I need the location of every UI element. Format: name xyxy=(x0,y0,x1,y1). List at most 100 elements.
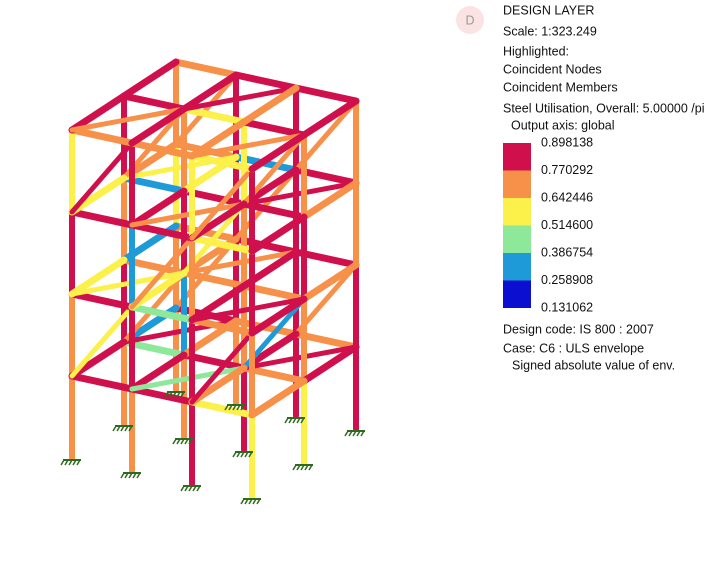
member xyxy=(181,249,299,276)
support-hatch xyxy=(296,417,301,424)
legend-label: 0.770292 xyxy=(541,163,593,177)
badge-letter: D xyxy=(465,13,474,27)
support-hatch xyxy=(136,472,141,479)
layer-badge[interactable] xyxy=(456,6,484,34)
member xyxy=(120,92,188,113)
support-hatch xyxy=(188,485,193,492)
layer-title: DESIGN LAYER xyxy=(503,3,594,17)
support-hatch xyxy=(68,459,73,466)
support-hatch xyxy=(236,451,241,458)
member xyxy=(292,84,360,105)
legend-label: 0.386754 xyxy=(541,245,593,259)
support-hatch xyxy=(256,498,261,505)
support-hatch xyxy=(308,464,313,471)
support-hatch xyxy=(304,464,309,471)
support-hatch xyxy=(124,425,129,432)
legend-swatch xyxy=(503,143,531,171)
member xyxy=(189,296,307,323)
support-hatch xyxy=(172,438,177,445)
member xyxy=(69,270,187,297)
member xyxy=(69,106,187,133)
member xyxy=(241,180,359,207)
highlighted-item: Coincident Members xyxy=(503,80,618,94)
support-hatch xyxy=(232,451,237,458)
load-case: Case: C6 : ULS envelope xyxy=(503,341,644,355)
member xyxy=(68,338,128,380)
highlighted-item: Coincident Nodes xyxy=(503,62,602,76)
support-hatch xyxy=(128,425,133,432)
member xyxy=(189,330,255,405)
support-hatch xyxy=(176,438,181,445)
member xyxy=(128,187,188,229)
member xyxy=(68,256,128,298)
member xyxy=(129,235,195,310)
support-hatch xyxy=(348,430,353,437)
support-hatch xyxy=(112,425,117,432)
support-hatch xyxy=(116,425,121,432)
support-hatch xyxy=(180,485,185,492)
support-hatch xyxy=(300,464,305,471)
support-hatch xyxy=(172,391,177,398)
legend-swatch xyxy=(503,253,531,281)
support-hatch xyxy=(232,404,237,411)
member xyxy=(128,385,196,406)
member xyxy=(128,351,188,393)
member xyxy=(120,58,180,100)
support-hatch xyxy=(248,498,253,505)
member xyxy=(189,166,255,241)
member xyxy=(188,398,256,419)
member xyxy=(248,213,308,255)
legend-label: 0.258908 xyxy=(541,273,593,287)
support-hatch xyxy=(128,472,133,479)
legend-label: 0.642446 xyxy=(541,190,593,204)
legend-label: 0.514600 xyxy=(541,218,593,232)
structure-model xyxy=(60,58,365,505)
support-hatch xyxy=(224,404,229,411)
support-hatch xyxy=(288,417,293,424)
legend-swatch xyxy=(503,280,531,308)
support-hatch xyxy=(132,472,137,479)
member xyxy=(128,105,188,147)
support-hatch xyxy=(72,459,77,466)
support-hatch xyxy=(244,451,249,458)
member xyxy=(68,372,136,393)
member xyxy=(189,132,307,159)
support-hatch xyxy=(228,404,233,411)
support-hatch xyxy=(356,430,361,437)
member xyxy=(180,105,248,126)
support-hatch xyxy=(184,438,189,445)
member xyxy=(300,97,360,139)
member xyxy=(180,71,240,113)
member xyxy=(68,174,128,216)
member xyxy=(188,282,248,324)
member xyxy=(188,364,248,406)
support-hatch xyxy=(120,472,125,479)
support-hatch xyxy=(292,464,297,471)
member xyxy=(241,344,359,371)
member xyxy=(188,234,256,255)
member xyxy=(128,303,196,324)
support-hatch xyxy=(184,485,189,492)
legend-label: 0.131062 xyxy=(541,300,593,314)
support-hatch xyxy=(168,391,173,398)
member xyxy=(69,140,135,215)
output-axis: Output axis: global xyxy=(511,118,615,132)
member xyxy=(129,365,247,392)
support-hatch xyxy=(248,451,253,458)
support-hatch xyxy=(284,417,289,424)
support-hatch xyxy=(352,430,357,437)
legend-swatch xyxy=(503,170,531,198)
support-hatch xyxy=(292,417,297,424)
member xyxy=(188,200,248,242)
support-hatch xyxy=(252,498,257,505)
member xyxy=(128,221,196,242)
support-hatch xyxy=(240,404,245,411)
member xyxy=(68,208,136,229)
support-hatch xyxy=(60,459,65,466)
member xyxy=(129,201,247,228)
member xyxy=(128,269,188,311)
highlighted-label: Highlighted: xyxy=(503,44,569,58)
support-hatch xyxy=(180,438,185,445)
scale: Scale: 1:323.249 xyxy=(503,24,597,38)
